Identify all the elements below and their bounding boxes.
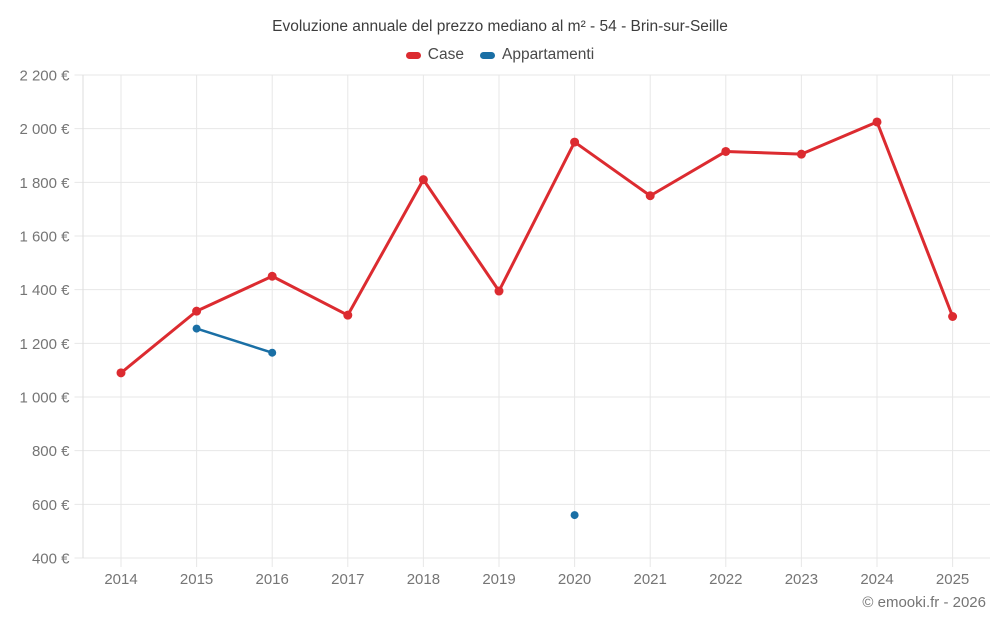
data-point-case-2015[interactable]: [192, 306, 202, 316]
x-tick-label: 2020: [558, 571, 591, 588]
case-series-swatch-icon: [405, 51, 421, 59]
data-point-case-2022[interactable]: [721, 146, 731, 156]
series-line-case: [119, 120, 955, 375]
y-tick-label: 2 200 €: [19, 68, 70, 85]
y-tick-label: 1 200 €: [19, 336, 70, 353]
data-point-case-2017[interactable]: [343, 310, 353, 320]
x-tick-label: 2022: [709, 571, 742, 588]
copyright-credit: © emooki.fr - 2026: [862, 594, 986, 611]
data-point-appartamenti-2016[interactable]: [268, 348, 277, 357]
x-tick-label: 2016: [256, 571, 289, 588]
legend-label-appartamenti: Appartamenti: [501, 46, 595, 63]
data-point-case-2021[interactable]: [645, 191, 655, 201]
y-tick-label: 600 €: [32, 497, 70, 514]
axis-tick-labels: 400 € 600 € 800 € 1 000 € 1 200 € 1 400 € 1 60…: [19, 68, 969, 589]
x-tick-label: 2015: [180, 571, 213, 588]
x-tick-label: 2018: [407, 571, 440, 588]
data-point-case-2023[interactable]: [796, 149, 806, 159]
data-point-case-2014[interactable]: [116, 368, 126, 378]
series-line-appartamenti: [195, 327, 274, 354]
data-point-case-2019[interactable]: [494, 286, 504, 296]
x-tick-label: 2014: [104, 571, 137, 588]
data-point-case-2016[interactable]: [267, 271, 277, 281]
legend-label-case: Case: [427, 46, 464, 63]
chart-title: Evoluzione annuale del prezzo mediano al…: [272, 18, 728, 35]
legend-item-appartamenti[interactable]: Appartamenti: [479, 46, 595, 64]
chart-legend: Case Appartamenti: [0, 46, 1000, 64]
data-point-case-2024[interactable]: [872, 117, 882, 127]
data-point-appartamenti-2020[interactable]: [570, 511, 579, 520]
legend-item-case[interactable]: Case: [405, 46, 464, 64]
gridlines: [74, 74, 990, 567]
y-tick-label: 1 800 €: [19, 175, 70, 192]
x-tick-label: 2017: [331, 571, 364, 588]
x-tick-label: 2019: [482, 571, 515, 588]
series-appartamenti[interactable]: [192, 324, 579, 520]
y-tick-label: 2 000 €: [19, 121, 70, 138]
x-tick-label: 2023: [785, 571, 818, 588]
x-tick-label: 2021: [634, 571, 667, 588]
y-tick-label: 800 €: [32, 443, 70, 460]
series-case[interactable]: [116, 117, 958, 378]
appartamenti-series-swatch-icon: [479, 51, 495, 59]
data-point-case-2020[interactable]: [570, 137, 580, 147]
x-tick-label: 2025: [936, 571, 969, 588]
y-tick-label: 400 €: [32, 551, 70, 568]
y-tick-label: 1 400 €: [19, 282, 70, 299]
data-point-case-2018[interactable]: [418, 175, 428, 185]
y-tick-label: 1 000 €: [19, 390, 70, 407]
x-tick-label: 2024: [860, 571, 893, 588]
data-point-appartamenti-2015[interactable]: [192, 324, 201, 333]
y-tick-label: 1 600 €: [19, 229, 70, 246]
data-point-case-2025[interactable]: [948, 312, 958, 321]
